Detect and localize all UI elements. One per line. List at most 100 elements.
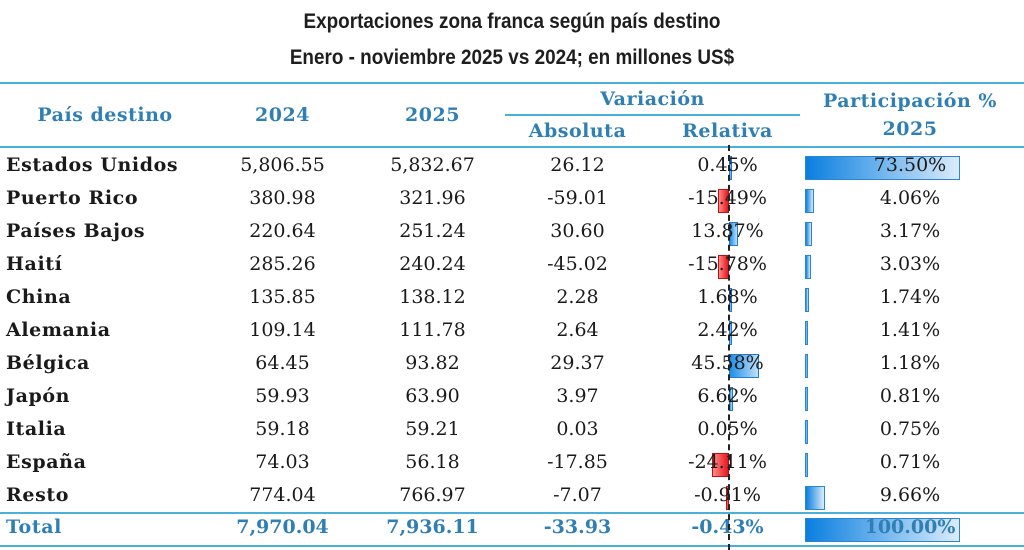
row-v2024-cell: 380.98	[249, 187, 316, 209]
share-bar	[805, 288, 809, 312]
row-country-cell: Bélgica	[6, 352, 90, 374]
row-share-cell: 0.75%	[879, 418, 941, 440]
row-v2025-cell: 138.12	[399, 286, 466, 308]
relative-variation-bar	[729, 354, 759, 378]
row-v2025-cell: 766.97	[399, 484, 466, 506]
row-v2025-cell: 240.24	[399, 253, 466, 275]
row-country-cell: Países Bajos	[6, 220, 146, 242]
row-country-cell: Japón	[6, 385, 71, 407]
row-rel-cell: -15.78%	[688, 253, 767, 275]
row-v2025-cell: 111.78	[399, 319, 466, 341]
row-abs-cell: 2.28	[556, 286, 599, 308]
share-bar	[805, 420, 808, 444]
row-rel-cell: 6.62%	[697, 385, 758, 407]
row-share-cell: 9.66%	[879, 484, 941, 506]
row-share-cell: 1.41%	[879, 319, 941, 341]
row-v2024-cell: 5,806.55	[240, 154, 325, 176]
share-bar	[805, 486, 826, 510]
total-top-rule	[0, 512, 1024, 514]
header-relative: Relativa	[682, 120, 773, 142]
row-share-cell: 3.17%	[879, 220, 941, 242]
row-abs-cell: 3.97	[556, 385, 599, 407]
row-rel-cell: 0.05%	[697, 418, 758, 440]
header-share: Participación %	[823, 90, 997, 112]
row-country-cell: Italia	[6, 418, 67, 440]
row-v2024-cell: 285.26	[249, 253, 316, 275]
header-2024: 2024	[255, 104, 310, 126]
share-bar	[805, 518, 960, 542]
total-v2025-cell: 7,936.11	[386, 516, 479, 538]
row-rel-cell: -24.11%	[688, 451, 767, 473]
row-country-cell: Alemania	[6, 319, 111, 341]
relative-zero-axis	[728, 145, 730, 550]
row-rel-cell: 2.42%	[697, 319, 758, 341]
total-country-cell: Total	[6, 516, 62, 538]
row-v2025-cell: 63.90	[405, 385, 460, 407]
header-variation: Variación	[600, 88, 705, 110]
row-v2024-cell: 774.04	[249, 484, 316, 506]
row-v2024-cell: 59.93	[255, 385, 310, 407]
row-abs-cell: 29.37	[550, 352, 605, 374]
row-country-cell: Resto	[6, 484, 70, 506]
share-bar	[805, 354, 808, 378]
row-v2024-cell: 109.14	[249, 319, 316, 341]
row-share-cell: 1.74%	[879, 286, 941, 308]
row-share-cell: 4.06%	[879, 187, 941, 209]
row-v2025-cell: 321.96	[399, 187, 466, 209]
row-country-cell: Estados Unidos	[6, 154, 179, 176]
row-v2025-cell: 93.82	[405, 352, 460, 374]
share-bar	[805, 189, 814, 213]
row-share-cell: 0.71%	[879, 451, 941, 473]
row-v2025-cell: 56.18	[405, 451, 460, 473]
row-rel-cell: -15.49%	[688, 187, 767, 209]
row-abs-cell: -45.02	[547, 253, 608, 275]
row-v2025-cell: 5,832.67	[390, 154, 475, 176]
row-abs-cell: -59.01	[547, 187, 608, 209]
row-share-cell: 1.18%	[879, 352, 941, 374]
row-abs-cell: 30.60	[550, 220, 605, 242]
share-bar	[805, 321, 808, 345]
variation-subrule	[505, 114, 800, 116]
row-rel-cell: -0.91%	[694, 484, 761, 506]
row-v2024-cell: 135.85	[249, 286, 316, 308]
header-bottom-rule	[0, 146, 1024, 148]
row-v2024-cell: 220.64	[249, 220, 316, 242]
row-abs-cell: 26.12	[550, 154, 605, 176]
row-v2024-cell: 74.03	[255, 451, 310, 473]
row-rel-cell: 45.58%	[691, 352, 764, 374]
row-country-cell: Puerto Rico	[6, 187, 139, 209]
share-bar	[805, 255, 812, 279]
row-share-cell: 0.81%	[879, 385, 941, 407]
row-share-cell: 73.50%	[873, 154, 947, 176]
header-share-year: 2025	[882, 118, 938, 140]
row-country-cell: España	[6, 451, 87, 473]
share-bar	[805, 387, 808, 411]
total-bottom-rule	[0, 545, 1024, 547]
row-v2024-cell: 64.45	[255, 352, 310, 374]
row-abs-cell: 2.64	[556, 319, 599, 341]
row-rel-cell: 0.45%	[697, 154, 758, 176]
row-abs-cell: -7.07	[553, 484, 602, 506]
row-country-cell: Haití	[6, 253, 63, 275]
row-rel-cell: 13.87%	[691, 220, 764, 242]
share-bar	[805, 453, 808, 477]
row-v2025-cell: 59.21	[405, 418, 460, 440]
row-rel-cell: 1.68%	[697, 286, 758, 308]
header-absolute: Absoluta	[528, 120, 627, 142]
header-country: País destino	[37, 104, 173, 126]
row-v2024-cell: 59.18	[255, 418, 310, 440]
row-country-cell: China	[6, 286, 72, 308]
chart-title: Exportaciones zona franca según país des…	[303, 10, 721, 33]
row-v2025-cell: 251.24	[399, 220, 466, 242]
chart-subtitle: Enero - noviembre 2025 vs 2024; en millo…	[289, 46, 735, 69]
total-rel-cell: -0.43%	[691, 516, 764, 538]
total-share-cell: 100.00%	[864, 516, 956, 538]
row-share-cell: 3.03%	[879, 253, 941, 275]
share-bar	[805, 222, 812, 246]
header-2025: 2025	[405, 104, 460, 126]
share-bar	[805, 156, 960, 180]
total-v2024-cell: 7,970.04	[236, 516, 329, 538]
row-abs-cell: 0.03	[556, 418, 599, 440]
header-top-rule	[0, 82, 1024, 84]
row-abs-cell: -17.85	[547, 451, 608, 473]
